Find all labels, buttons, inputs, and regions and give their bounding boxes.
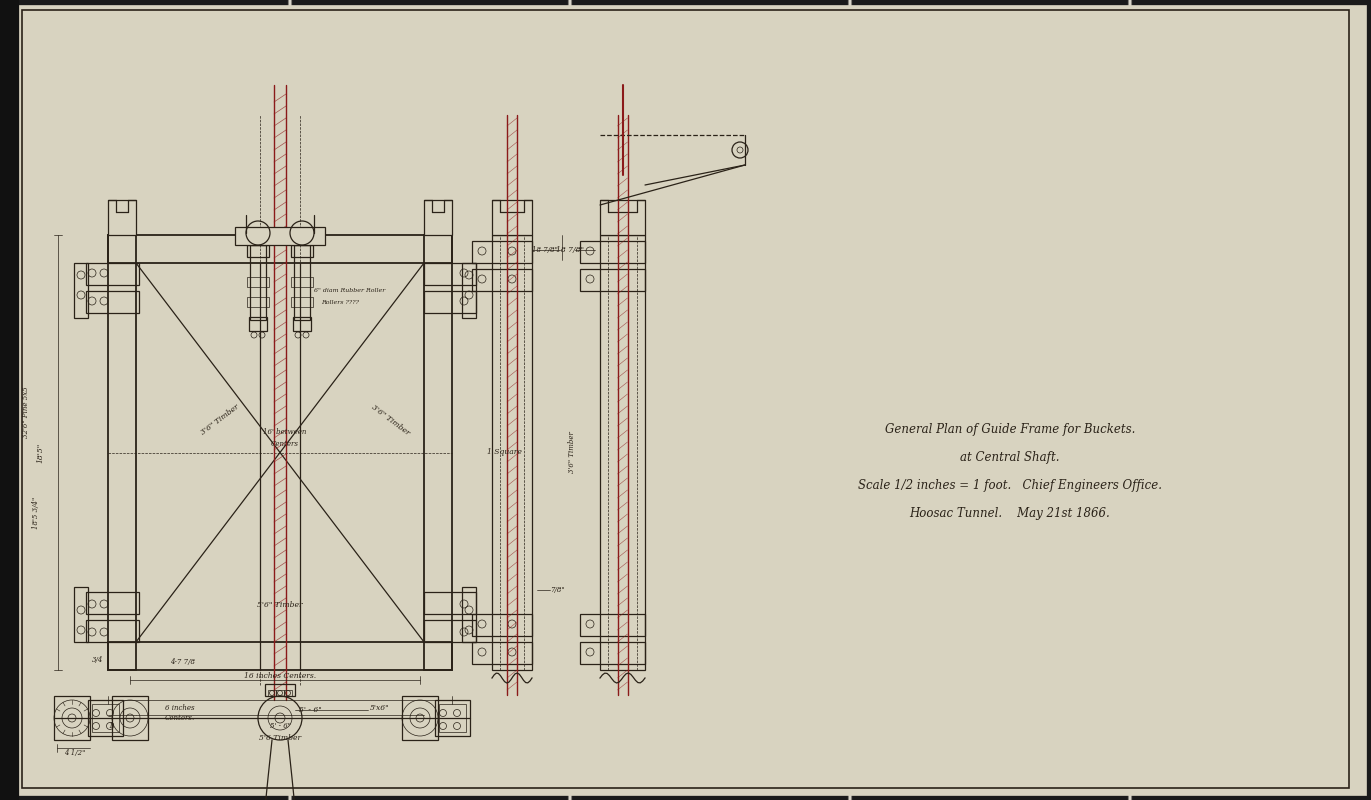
Bar (462, 263, 476, 318)
Bar (86, 592, 138, 614)
Bar (472, 269, 532, 291)
Text: 5' - 6": 5' - 6" (299, 706, 321, 714)
Ellipse shape (361, 680, 480, 740)
Bar (472, 614, 532, 636)
Bar (291, 277, 313, 287)
Bar (472, 241, 532, 263)
Bar (276, 690, 284, 696)
Text: 4 1/2": 4 1/2" (64, 749, 85, 757)
Bar (424, 235, 452, 670)
Bar (234, 227, 325, 245)
Text: 3'6" Timber: 3'6" Timber (199, 403, 241, 437)
Text: Centers: Centers (271, 441, 299, 449)
Bar (108, 235, 136, 670)
Bar (293, 245, 310, 320)
Bar (265, 684, 295, 696)
Bar (600, 235, 644, 670)
Text: at Central Shaft.: at Central Shaft. (960, 451, 1060, 465)
Bar (492, 235, 532, 670)
Bar (74, 263, 88, 318)
Bar (291, 245, 313, 257)
Bar (580, 642, 644, 664)
Bar (580, 269, 644, 291)
Text: 5' - 6": 5' - 6" (270, 722, 291, 730)
Bar (112, 696, 148, 740)
Text: 4-7 7/8: 4-7 7/8 (170, 658, 196, 666)
Bar (108, 642, 452, 670)
Bar (53, 696, 90, 740)
Bar (74, 587, 88, 642)
Bar (247, 277, 269, 287)
Bar (291, 297, 313, 307)
Text: 5'6" Timber: 5'6" Timber (258, 601, 303, 609)
Bar (267, 690, 276, 696)
Bar (462, 587, 476, 642)
Bar (580, 614, 644, 636)
Text: 32'6" Pine 5x5: 32'6" Pine 5x5 (22, 386, 30, 438)
Text: 3/4: 3/4 (92, 656, 104, 664)
Ellipse shape (300, 655, 480, 745)
Text: 5'6 Timber: 5'6 Timber (259, 734, 302, 742)
Text: 6" diam Rubber Roller: 6" diam Rubber Roller (314, 287, 385, 293)
Bar (86, 263, 138, 285)
Bar (472, 642, 532, 664)
Bar (284, 690, 292, 696)
Bar (88, 700, 123, 736)
Text: 1 Square: 1 Square (487, 449, 522, 457)
Bar (424, 291, 476, 313)
Bar (86, 620, 138, 642)
Text: 6 inches: 6 inches (165, 704, 195, 712)
Bar (108, 235, 452, 263)
Text: 18'5": 18'5" (36, 442, 44, 462)
Text: 3'6" Timber: 3'6" Timber (369, 403, 411, 437)
Bar (92, 704, 119, 732)
Text: Rollers ????: Rollers ???? (321, 301, 359, 306)
Bar (600, 200, 644, 235)
Bar (424, 620, 476, 642)
Bar (435, 700, 470, 736)
Bar (424, 200, 452, 235)
Bar (86, 291, 138, 313)
Bar (247, 245, 269, 257)
Bar (0, 0, 18, 800)
Text: 18 7/8": 18 7/8" (532, 246, 558, 254)
Text: 7/8": 7/8" (550, 586, 565, 594)
Text: 18 7/8": 18 7/8" (557, 246, 584, 254)
Bar (247, 297, 269, 307)
Text: General Plan of Guide Frame for Buckets.: General Plan of Guide Frame for Buckets. (884, 423, 1135, 437)
Bar (293, 317, 311, 331)
Text: 16 inches Centers.: 16 inches Centers. (244, 672, 317, 680)
Text: Scale 1/2 inches = 1 foot.   Chief Engineers Office.: Scale 1/2 inches = 1 foot. Chief Enginee… (858, 479, 1163, 493)
Text: 5'x6": 5'x6" (370, 704, 389, 712)
Bar (108, 200, 136, 235)
Bar (250, 245, 266, 320)
Bar (250, 317, 267, 331)
Text: 3'6" Timber: 3'6" Timber (568, 431, 576, 474)
Text: Centers.: Centers. (165, 714, 195, 722)
Bar (424, 263, 476, 285)
Bar (402, 696, 437, 740)
Bar (439, 704, 466, 732)
Text: 18'5 3/4": 18'5 3/4" (32, 496, 40, 529)
Bar (424, 592, 476, 614)
Bar (492, 200, 532, 235)
Text: 1': 1' (108, 722, 115, 730)
Text: 16' between: 16' between (263, 429, 307, 437)
Bar (580, 241, 644, 263)
Text: Hoosac Tunnel.    May 21st 1866.: Hoosac Tunnel. May 21st 1866. (909, 507, 1111, 521)
